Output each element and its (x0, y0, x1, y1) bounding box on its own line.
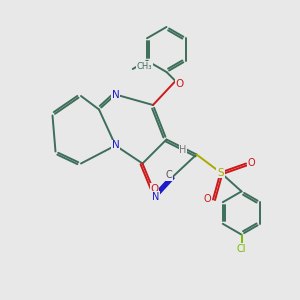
Text: O: O (204, 194, 212, 205)
Text: O: O (150, 184, 159, 194)
Text: N: N (112, 89, 119, 100)
Text: CH₃: CH₃ (136, 61, 152, 70)
Text: O: O (248, 158, 255, 169)
Text: O: O (176, 79, 184, 89)
Text: S: S (217, 167, 224, 178)
Text: N: N (152, 191, 160, 202)
Text: Cl: Cl (237, 244, 246, 254)
Text: N: N (112, 140, 119, 151)
Text: H: H (179, 145, 187, 155)
Text: C: C (166, 170, 172, 181)
